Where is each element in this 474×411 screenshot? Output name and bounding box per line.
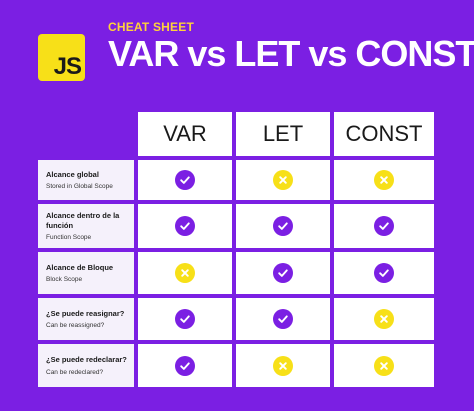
cell-let [236, 298, 330, 340]
check-icon [374, 263, 394, 283]
check-icon [175, 170, 195, 190]
column-header-let: LET [236, 112, 330, 156]
check-icon [273, 216, 293, 236]
js-logo-text: JS [53, 53, 82, 80]
cross-icon [374, 309, 394, 329]
row-label-title: Alcance dentro de la función [46, 211, 120, 230]
cell-var [138, 252, 232, 294]
row-label-title: Alcance de Bloque [46, 262, 114, 272]
column-header-const: CONST [334, 112, 434, 156]
cell-var [138, 204, 232, 248]
check-icon [175, 309, 195, 329]
js-logo-icon: JS [38, 34, 85, 81]
row-label-title: ¿Se puede redeclarar? [46, 355, 127, 365]
row-label-subtitle: Can be reassigned? [46, 322, 105, 330]
cell-let [236, 252, 330, 294]
check-icon [273, 263, 293, 283]
check-icon [273, 309, 293, 329]
row-label-subtitle: Can be redeclared? [46, 368, 104, 376]
page-title: VAR vs LET vs CONST [108, 33, 474, 74]
cell-let [236, 344, 330, 387]
row-label: Alcance de Bloque Block Scope [38, 252, 134, 294]
row-label-subtitle: Block Scope [46, 276, 83, 284]
cell-var [138, 344, 232, 387]
cell-const [334, 298, 434, 340]
check-icon [175, 355, 195, 376]
cell-var [138, 298, 232, 340]
cross-icon [374, 355, 394, 376]
row-label-title: ¿Se puede reasignar? [46, 308, 125, 318]
cell-var [138, 160, 232, 200]
row-label: ¿Se puede reasignar? Can be reassigned? [38, 298, 134, 340]
comparison-table: VAR LET CONST Alcance global Stored in Gl… [38, 112, 434, 387]
cross-icon [374, 170, 394, 190]
cell-let [236, 204, 330, 248]
cell-const [334, 160, 434, 200]
column-header-var: VAR [138, 112, 232, 156]
row-label-subtitle: Stored in Global Scope [46, 183, 113, 191]
cell-const [334, 204, 434, 248]
row-label-title: Alcance global [46, 169, 99, 179]
cheat-sheet-label: CHEAT SHEET [108, 20, 194, 34]
row-label: ¿Se puede redeclarar? Can be redeclared? [38, 344, 134, 387]
row-label-subtitle: Function Scope [46, 233, 92, 241]
row-label: Alcance global Stored in Global Scope [38, 160, 134, 200]
cross-icon [273, 355, 293, 376]
cell-const [334, 252, 434, 294]
cross-icon [175, 263, 195, 283]
cross-icon [273, 170, 293, 190]
check-icon [374, 216, 394, 236]
check-icon [175, 216, 195, 236]
cell-const [334, 344, 434, 387]
row-label: Alcance dentro de la función Function Sco… [38, 204, 134, 248]
cell-let [236, 160, 330, 200]
header: JS CHEAT SHEET VAR vs LET vs CONST [38, 20, 474, 92]
